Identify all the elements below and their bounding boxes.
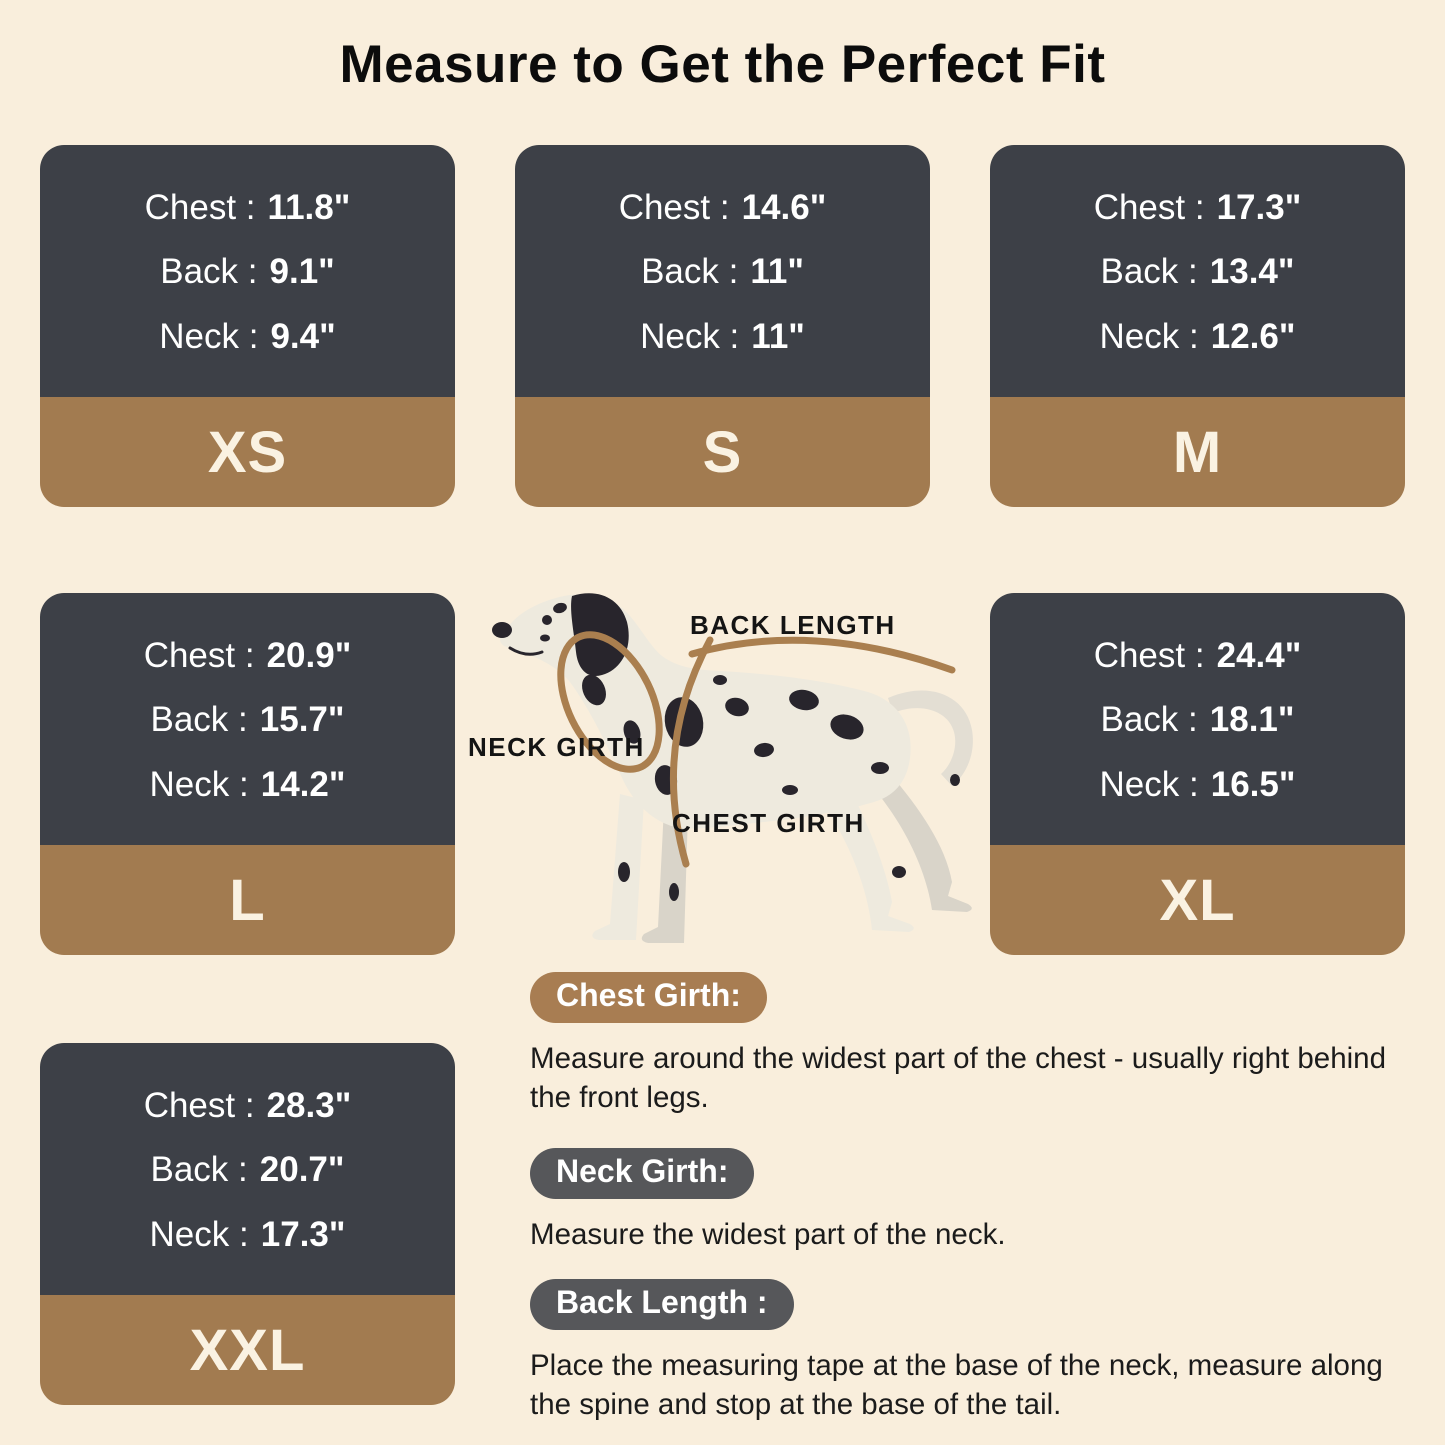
- size-band-m: M: [990, 397, 1405, 507]
- measure-label: Chest :: [143, 635, 255, 675]
- measurement-row: Chest : 20.9": [50, 636, 445, 676]
- measure-label: Back :: [1100, 700, 1198, 739]
- size-card-xl: Chest : 24.4" Back : 18.1" Neck : 16.5" XL: [990, 593, 1405, 955]
- measurement-row: Chest : 14.6": [525, 188, 920, 228]
- measurement-row: Neck : 9.4": [50, 317, 445, 357]
- measurement-row: Neck : 11": [525, 317, 920, 357]
- size-card-l: Chest : 20.9" Back : 15.7" Neck : 14.2" L: [40, 593, 455, 955]
- measure-label: Chest :: [143, 1085, 255, 1125]
- measure-value: 11.8": [267, 187, 351, 227]
- size-band-l: L: [40, 845, 455, 955]
- measure-value: 20.9": [266, 635, 352, 675]
- size-band-xl: XL: [990, 845, 1405, 955]
- measure-value: 14.6": [741, 187, 827, 227]
- neck-girth-info: Neck Girth: Measure the widest part of t…: [530, 1148, 1425, 1254]
- measurements-xs: Chest : 11.8" Back : 9.1" Neck : 9.4": [40, 145, 455, 397]
- measurements-s: Chest : 14.6" Back : 11" Neck : 11": [515, 145, 930, 397]
- measure-value: 24.4": [1216, 635, 1302, 675]
- measurement-row: Back : 13.4": [1000, 252, 1395, 292]
- size-card-xxl: Chest : 28.3" Back : 20.7" Neck : 17.3" XXL: [40, 1043, 455, 1405]
- size-card-m: Chest : 17.3" Back : 13.4" Neck : 12.6" M: [990, 145, 1405, 507]
- measurement-row: Back : 18.1": [1000, 700, 1395, 740]
- dog-measurement-diagram: BACK LENGTH NECK GIRTH CHEST GIRTH: [452, 572, 992, 977]
- chest-girth-description: Measure around the widest part of the ch…: [530, 1042, 1386, 1114]
- measure-value: 17.3": [260, 1214, 346, 1254]
- back-length-label: BACK LENGTH: [690, 610, 896, 640]
- measurement-row: Back : 15.7": [50, 700, 445, 740]
- measure-label: Neck :: [640, 316, 740, 356]
- measuring-tape-lines: [557, 631, 956, 868]
- measurement-row: Chest : 24.4": [1000, 636, 1395, 676]
- measure-label: Back :: [150, 700, 248, 739]
- measurements-xxl: Chest : 28.3" Back : 20.7" Neck : 17.3": [40, 1043, 455, 1295]
- measure-value: 9.1": [269, 252, 335, 291]
- measure-label: Chest :: [1093, 635, 1205, 675]
- measure-value: 11": [750, 252, 804, 291]
- measurements-m: Chest : 17.3" Back : 13.4" Neck : 12.6": [990, 145, 1405, 397]
- size-card-s: Chest : 14.6" Back : 11" Neck : 11" S: [515, 145, 930, 507]
- dog-illustration: [492, 593, 973, 943]
- size-band-s: S: [515, 397, 930, 507]
- measurement-row: Neck : 14.2": [50, 765, 445, 805]
- measure-label: Chest :: [1093, 187, 1205, 227]
- measure-label: Neck :: [1099, 316, 1199, 356]
- neck-girth-description: Measure the widest part of the neck.: [530, 1218, 1006, 1251]
- neck-girth-label: NECK GIRTH: [468, 732, 645, 762]
- neck-girth-badge: Neck Girth:: [530, 1148, 755, 1199]
- measure-value: 14.2": [260, 764, 346, 804]
- size-band-xs: XS: [40, 397, 455, 507]
- measure-label: Chest :: [618, 187, 730, 227]
- measure-value: 28.3": [266, 1085, 352, 1125]
- measurement-row: Neck : 17.3": [50, 1215, 445, 1255]
- measure-label: Back :: [150, 1150, 248, 1189]
- chest-girth-label: CHEST GIRTH: [672, 808, 865, 838]
- measurements-l: Chest : 20.9" Back : 15.7" Neck : 14.2": [40, 593, 455, 845]
- measure-value: 12.6": [1210, 316, 1296, 356]
- measure-value: 13.4": [1209, 252, 1295, 291]
- chest-girth-info: Chest Girth: Measure around the widest p…: [530, 972, 1425, 1117]
- measure-value: 16.5": [1210, 764, 1296, 804]
- measure-label: Back :: [641, 252, 739, 291]
- size-card-xs: Chest : 11.8" Back : 9.1" Neck : 9.4" XS: [40, 145, 455, 507]
- back-length-badge: Back Length :: [530, 1279, 794, 1330]
- size-band-xxl: XXL: [40, 1295, 455, 1405]
- measurement-row: Back : 11": [525, 252, 920, 292]
- back-length-info: Back Length : Place the measuring tape a…: [530, 1279, 1425, 1424]
- measure-value: 15.7": [259, 700, 345, 739]
- chest-girth-badge: Chest Girth:: [530, 972, 767, 1023]
- measure-label: Back :: [1100, 252, 1198, 291]
- measurement-row: Chest : 17.3": [1000, 188, 1395, 228]
- measure-value: 18.1": [1209, 700, 1295, 739]
- measurement-row: Chest : 28.3": [50, 1086, 445, 1126]
- measurement-row: Back : 9.1": [50, 252, 445, 292]
- measure-value: 20.7": [259, 1150, 345, 1189]
- measure-label: Neck :: [159, 316, 259, 356]
- page-title: Measure to Get the Perfect Fit: [339, 35, 1106, 94]
- measure-label: Neck :: [149, 764, 249, 804]
- measurements-xl: Chest : 24.4" Back : 18.1" Neck : 16.5": [990, 593, 1405, 845]
- measurement-row: Chest : 11.8": [50, 188, 445, 228]
- measurement-row: Back : 20.7": [50, 1150, 445, 1190]
- measure-label: Neck :: [149, 1214, 249, 1254]
- measure-label: Chest :: [144, 187, 256, 227]
- measure-value: 11": [751, 316, 805, 356]
- measure-value: 9.4": [270, 316, 336, 356]
- measure-label: Neck :: [1099, 764, 1199, 804]
- measure-value: 17.3": [1216, 187, 1302, 227]
- back-length-description: Place the measuring tape at the base of …: [530, 1349, 1383, 1421]
- measurement-row: Neck : 16.5": [1000, 765, 1395, 805]
- measurement-row: Neck : 12.6": [1000, 317, 1395, 357]
- measure-label: Back :: [160, 252, 258, 291]
